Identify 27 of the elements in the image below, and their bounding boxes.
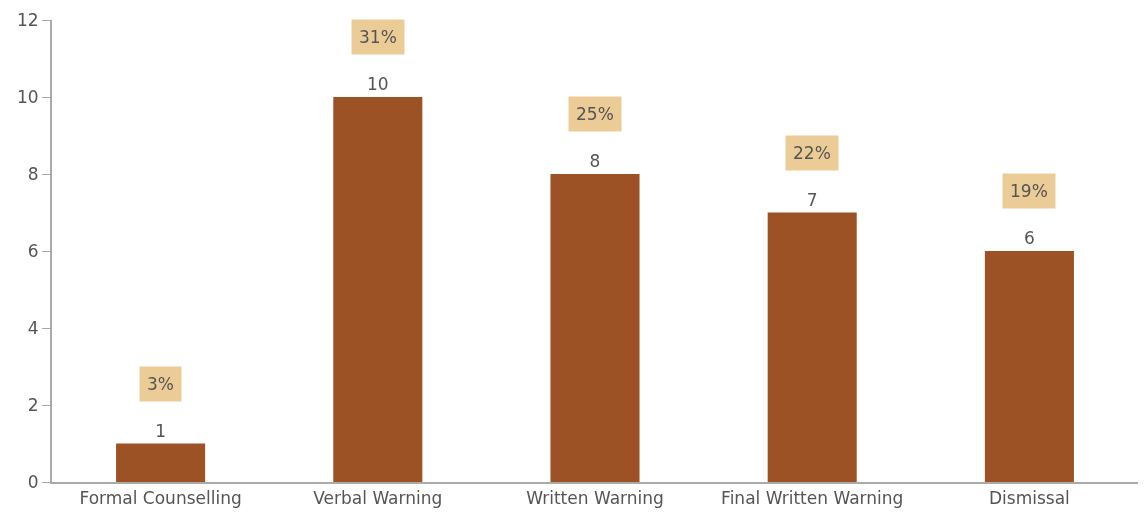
annotation: 22% bbox=[793, 143, 831, 163]
y-tick-label: 6 bbox=[27, 240, 39, 261]
x-tick-label: Dismissal bbox=[988, 488, 1070, 509]
y-tick-label: 2 bbox=[27, 394, 39, 415]
x-tick-label: Verbal Warning bbox=[313, 488, 443, 509]
y-tick-label: 8 bbox=[27, 163, 39, 184]
y-tick-label: 0 bbox=[27, 471, 39, 492]
x-tick-label: Formal Counselling bbox=[79, 488, 242, 509]
y-tick-label: 4 bbox=[27, 317, 39, 338]
data-label: 8 bbox=[589, 151, 601, 171]
bar bbox=[984, 251, 1074, 482]
bar bbox=[333, 97, 423, 482]
bar bbox=[116, 443, 206, 482]
y-tick-label: 12 bbox=[16, 9, 39, 30]
y-tick-label: 10 bbox=[16, 86, 39, 107]
data-label: 6 bbox=[1023, 228, 1035, 248]
bar bbox=[767, 212, 857, 482]
bar bbox=[550, 174, 640, 482]
annotation: 3% bbox=[147, 374, 174, 394]
data-label: 1 bbox=[155, 420, 167, 441]
data-label: 10 bbox=[366, 74, 389, 94]
annotation: 25% bbox=[576, 104, 614, 124]
x-tick-label: Written Warning bbox=[526, 488, 664, 509]
annotation: 19% bbox=[1010, 181, 1048, 201]
x-tick-label: Final Written Warning bbox=[721, 488, 904, 509]
data-label: 7 bbox=[806, 189, 818, 210]
annotation: 31% bbox=[359, 27, 397, 47]
